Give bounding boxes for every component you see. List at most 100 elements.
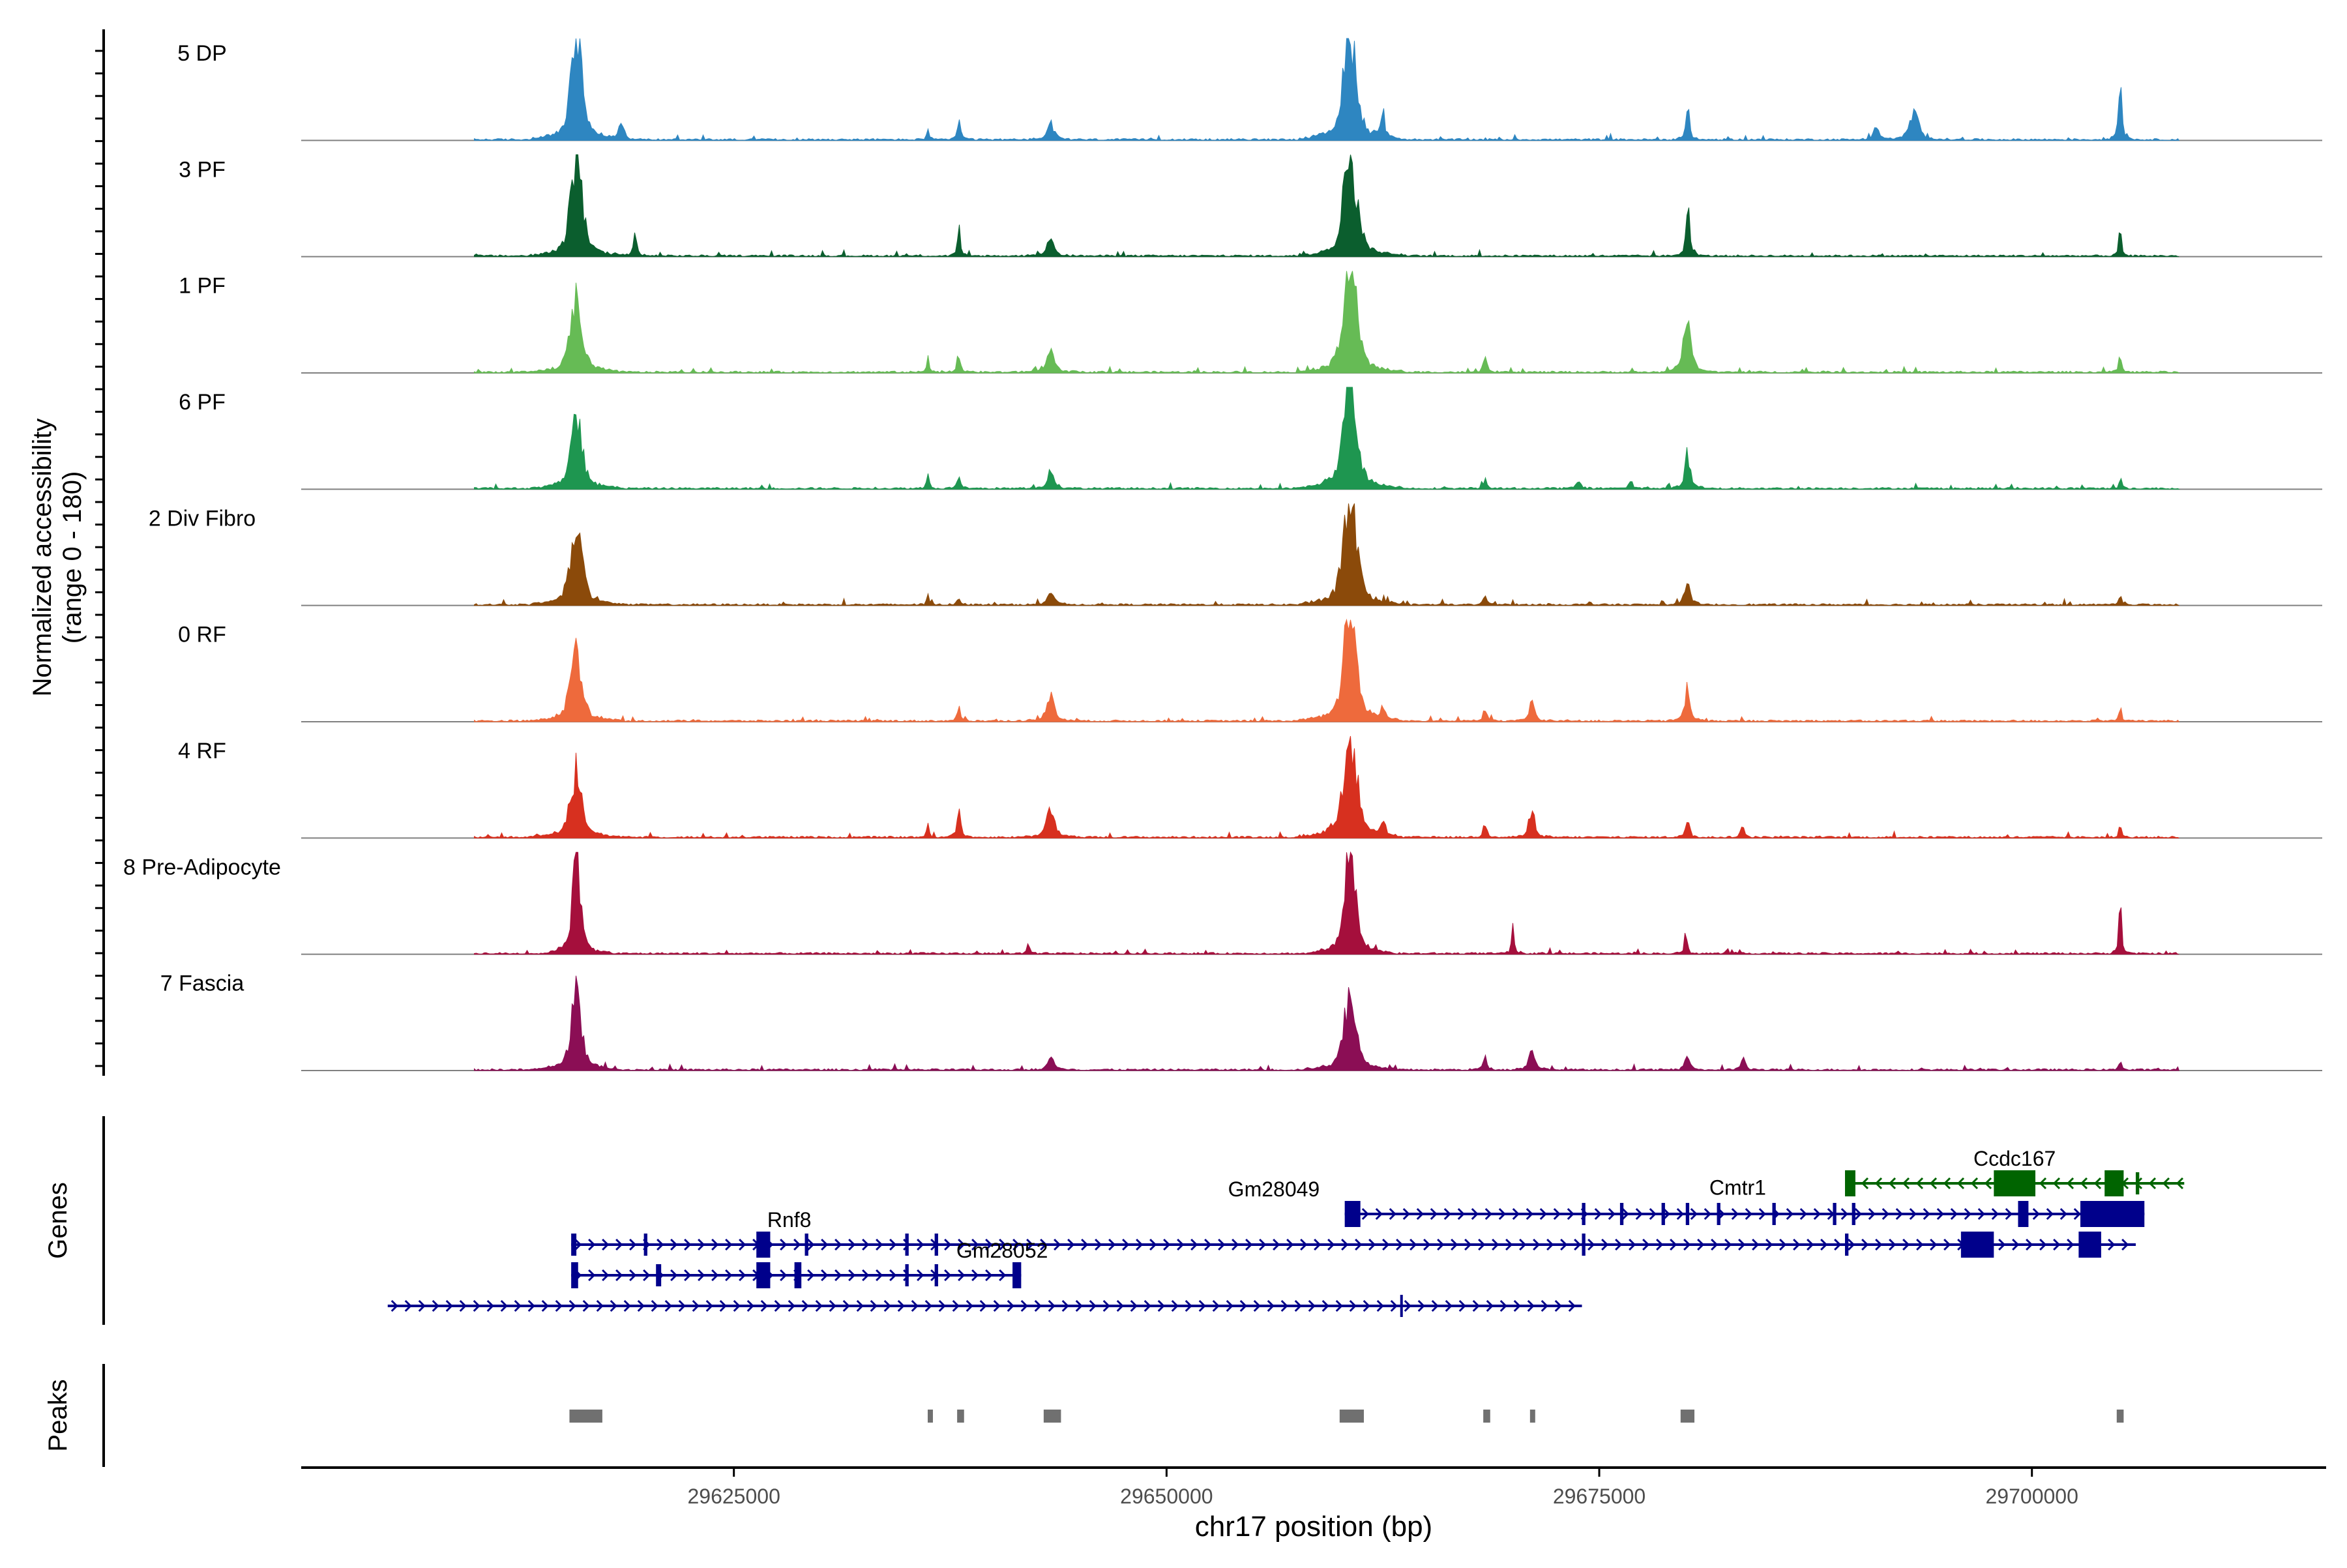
strand-chevron: [670, 1238, 678, 1251]
strand-chevron: [1882, 1207, 1889, 1220]
strand-chevron: [1868, 1207, 1876, 1220]
strand-chevron: [1601, 1238, 1609, 1251]
y-axis-label-line2: (range 0 - 180): [58, 471, 87, 644]
strand-chevron: [2052, 1177, 2061, 1190]
strand-chevron: [1670, 1238, 1677, 1251]
exon: [1844, 1170, 1855, 1196]
strand-chevron: [944, 1238, 952, 1251]
exon: [656, 1264, 662, 1286]
strand-chevron: [979, 1299, 987, 1312]
coverage-area: [473, 271, 2181, 374]
exon: [1661, 1203, 1665, 1225]
strand-chevron: [637, 1299, 645, 1312]
strand-chevron: [993, 1299, 1001, 1312]
strand-chevron: [801, 1299, 809, 1312]
strand-chevron: [459, 1299, 467, 1312]
strand-chevron: [1437, 1238, 1445, 1251]
track-6-pf: 6 PF: [179, 387, 2322, 490]
peak-region: [1483, 1410, 1490, 1423]
strand-chevron: [1683, 1238, 1691, 1251]
strand-chevron: [1889, 1238, 1897, 1251]
strand-chevron: [1874, 1177, 1883, 1190]
strand-chevron: [985, 1238, 993, 1251]
strand-chevron: [1130, 1299, 1138, 1312]
exon: [794, 1262, 802, 1288]
strand-chevron: [1457, 1207, 1465, 1220]
strand-chevron: [1376, 1299, 1384, 1312]
strand-chevron: [1253, 1299, 1261, 1312]
coverage-area: [473, 154, 2179, 258]
strand-chevron: [1458, 1299, 1466, 1312]
exon: [1772, 1203, 1776, 1225]
strand-chevron: [711, 1269, 719, 1282]
peaks-panel-label: Peaks: [44, 1379, 72, 1451]
exon: [756, 1262, 771, 1288]
strand-chevron: [1048, 1299, 1055, 1312]
track-1-pf: 1 PF: [179, 271, 2322, 374]
strand-chevron: [1026, 1238, 1034, 1251]
exon: [756, 1232, 771, 1258]
strand-chevron: [1081, 1238, 1089, 1251]
strand-chevron: [711, 1238, 719, 1251]
strand-chevron: [780, 1238, 788, 1251]
strand-chevron: [1327, 1238, 1335, 1251]
strand-chevron: [500, 1299, 508, 1312]
strand-chevron: [1676, 1207, 1684, 1220]
strand-chevron: [1984, 1177, 1992, 1190]
strand-chevron: [1431, 1299, 1439, 1312]
strand-chevron: [1232, 1238, 1239, 1251]
strand-chevron: [527, 1299, 535, 1312]
strand-chevron: [1793, 1238, 1801, 1251]
strand-chevron: [1662, 1207, 1670, 1220]
strand-chevron: [1472, 1299, 1480, 1312]
peak-track: [569, 1410, 2124, 1423]
strand-chevron: [1368, 1238, 1376, 1251]
strand-chevron: [2162, 1177, 2170, 1190]
strand-chevron: [876, 1238, 883, 1251]
x-tick-label: 29700000: [1986, 1485, 2078, 1508]
exon: [804, 1234, 808, 1256]
strand-chevron: [1964, 1207, 1971, 1220]
strand-chevron: [582, 1299, 590, 1312]
strand-chevron: [1621, 1207, 1629, 1220]
track-8-pre-adipocyte: 8 Pre-Adipocyte: [123, 851, 2322, 955]
strand-chevron: [1629, 1238, 1636, 1251]
exon: [1844, 1234, 1849, 1256]
exon: [1582, 1203, 1586, 1225]
strand-chevron: [1102, 1299, 1110, 1312]
strand-chevron: [1375, 1207, 1383, 1220]
strand-chevron: [821, 1269, 829, 1282]
strand-chevron: [1498, 1207, 1506, 1220]
gene-cmtr1: Cmtr1: [1344, 1176, 2145, 1227]
strand-chevron: [1943, 1238, 1951, 1251]
strand-chevron: [793, 1238, 801, 1251]
coverage-area: [473, 387, 2181, 490]
strand-chevron: [1834, 1238, 1842, 1251]
strand-chevron: [432, 1299, 439, 1312]
track-label: 7 Fascia: [160, 971, 244, 996]
strand-chevron: [1568, 1299, 1576, 1312]
strand-chevron: [1163, 1238, 1171, 1251]
strand-chevron: [1539, 1207, 1547, 1220]
strand-chevron: [1020, 1299, 1028, 1312]
strand-chevron: [2080, 1177, 2088, 1190]
strand-chevron: [1998, 1238, 2006, 1251]
strand-chevron: [596, 1299, 604, 1312]
strand-chevron: [1752, 1238, 1760, 1251]
strand-chevron: [862, 1238, 870, 1251]
strand-chevron: [1492, 1238, 1499, 1251]
strand-chevron: [2148, 1177, 2157, 1190]
track-label: 3 PF: [179, 157, 226, 182]
strand-chevron: [1642, 1238, 1650, 1251]
strand-chevron: [1554, 1299, 1562, 1312]
strand-chevron: [1594, 1207, 1602, 1220]
strand-chevron: [1902, 1177, 1910, 1190]
strand-chevron: [1499, 1299, 1507, 1312]
strand-chevron: [1786, 1207, 1793, 1220]
gene-transcript-5: [387, 1295, 1582, 1317]
strand-chevron: [1286, 1238, 1294, 1251]
strand-chevron: [1991, 1207, 1999, 1220]
gene-label: Cmtr1: [1709, 1176, 1766, 1199]
strand-chevron: [651, 1299, 658, 1312]
